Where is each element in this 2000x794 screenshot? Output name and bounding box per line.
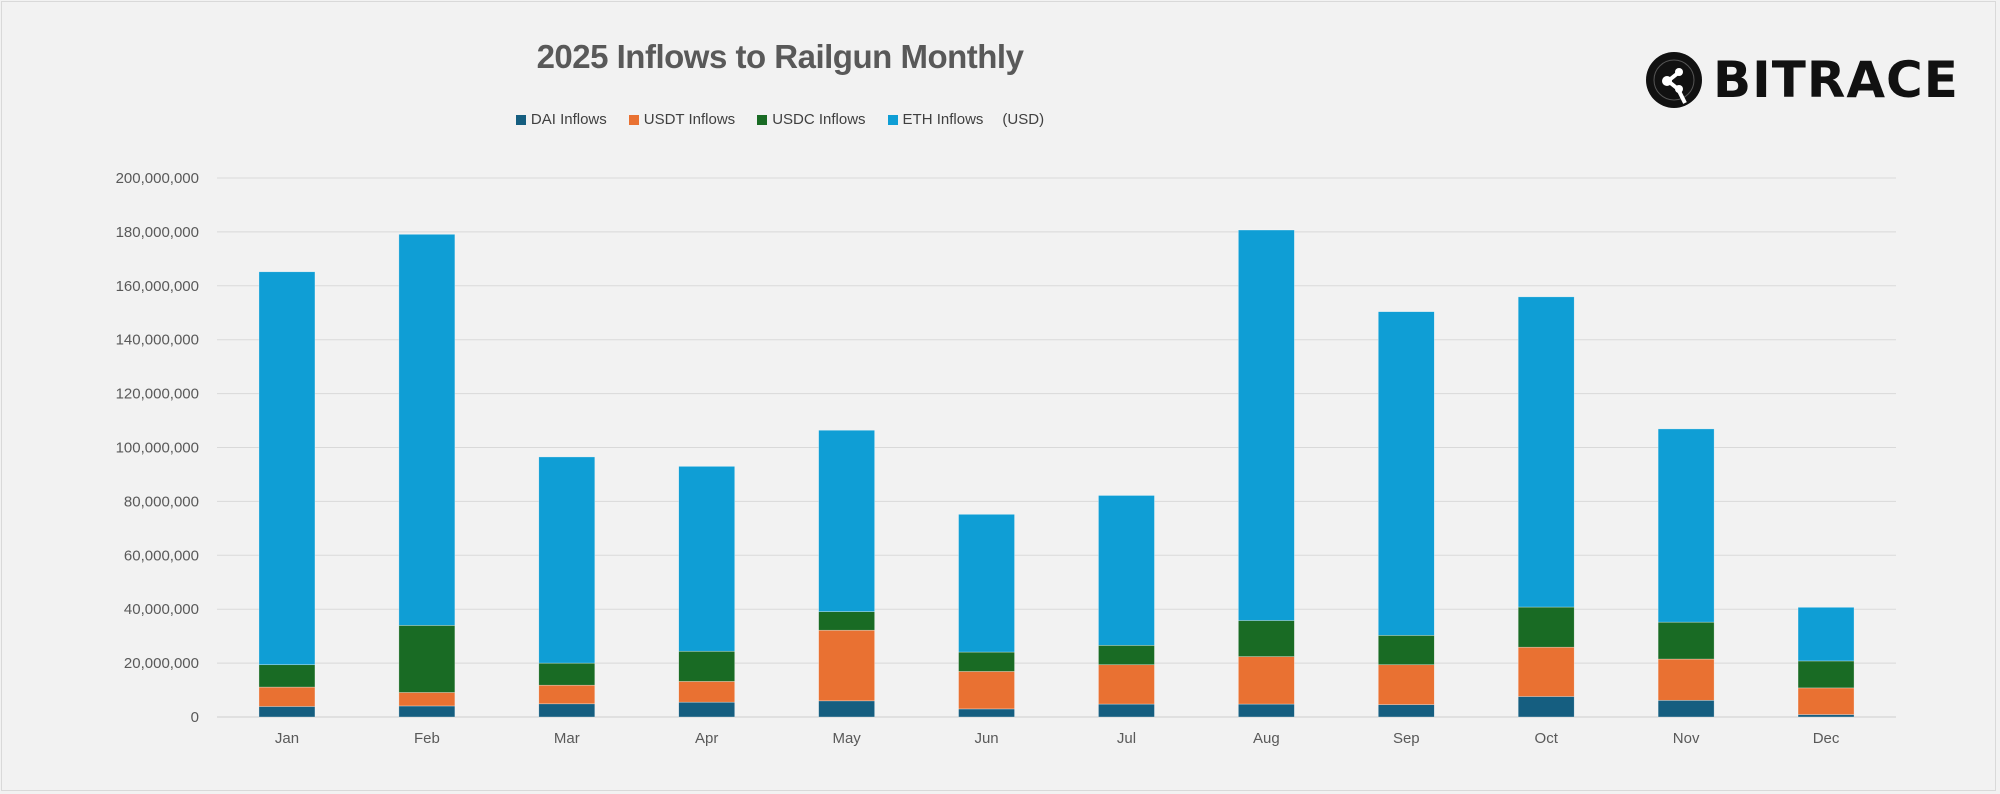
bar-usdc-oct xyxy=(1517,606,1575,648)
bar-usdc-mar xyxy=(538,662,596,686)
y-tick-label: 200,000,000 xyxy=(116,170,199,187)
bar-eth-jun xyxy=(958,514,1015,653)
bar-usdc-jul xyxy=(1098,645,1155,666)
y-tick-label: 140,000,000 xyxy=(116,332,199,349)
bar-usdt-jan xyxy=(258,686,316,707)
bar-usdc-sep xyxy=(1377,635,1435,666)
bar-usdc-feb xyxy=(398,625,456,693)
bar-eth-nov xyxy=(1657,428,1715,623)
y-tick-label: 180,000,000 xyxy=(116,224,199,241)
bar-eth-sep xyxy=(1377,311,1435,636)
legend-swatch-eth xyxy=(887,114,898,125)
bar-usdt-jul xyxy=(1098,664,1155,705)
x-tick-label: Mar xyxy=(554,730,580,747)
bar-dai-oct xyxy=(1517,696,1575,718)
bar-eth-jul xyxy=(1098,495,1155,646)
x-tick-label: Dec xyxy=(1813,730,1840,747)
legend-swatch-usdt xyxy=(628,114,639,125)
bar-usdc-dec xyxy=(1797,660,1855,689)
y-axis-ticks: 0 20,000,000 40,000,000 60,000,000 80,000,00… xyxy=(116,170,199,726)
legend-item-eth: ETH Inflows (USD) xyxy=(887,111,1045,128)
bar-dai-apr xyxy=(678,701,736,718)
y-tick-label: 120,000,000 xyxy=(116,386,199,403)
bar-usdt-oct xyxy=(1517,646,1575,697)
y-tick-label: 160,000,000 xyxy=(116,278,199,295)
bar-dai-feb xyxy=(398,705,456,718)
bar-eth-mar xyxy=(538,456,596,664)
bar-dai-dec xyxy=(1797,714,1855,718)
bar-dai-may xyxy=(818,700,875,718)
bar-eth-feb xyxy=(398,234,456,626)
y-tick-label: 40,000,000 xyxy=(124,601,199,618)
legend-swatch-usdc xyxy=(757,114,768,125)
x-tick-label: Apr xyxy=(695,730,718,747)
bar-usdc-nov xyxy=(1657,621,1715,660)
y-tick-label: 20,000,000 xyxy=(124,655,199,672)
bar-dai-jul xyxy=(1098,703,1155,718)
legend-item-dai: DAI Inflows xyxy=(515,111,607,128)
legend-swatch-dai xyxy=(515,114,526,125)
bar-usdt-mar xyxy=(538,684,596,705)
bar-dai-aug xyxy=(1238,703,1295,718)
bar-dai-sep xyxy=(1377,704,1435,718)
bar-usdt-feb xyxy=(398,692,456,707)
bitrace-logo: BITRACE xyxy=(1645,51,1959,109)
x-tick-label: Oct xyxy=(1535,730,1559,747)
chart-title: 2025 Inflows to Railgun Monthly xyxy=(536,38,1024,75)
x-tick-label: May xyxy=(832,730,861,747)
bar-dai-nov xyxy=(1657,699,1715,718)
bar-usdt-jun xyxy=(958,671,1015,710)
bar-usdt-aug xyxy=(1238,656,1295,705)
bar-eth-apr xyxy=(678,466,736,652)
legend-item-usdt: USDT Inflows xyxy=(628,111,736,128)
gridlines xyxy=(217,177,1896,718)
y-tick-label: 80,000,000 xyxy=(124,493,199,510)
x-tick-label: Jul xyxy=(1117,730,1136,747)
bar-eth-aug xyxy=(1238,229,1295,621)
y-tick-label: 60,000,000 xyxy=(124,547,199,564)
bar-usdt-may xyxy=(818,629,875,702)
bar-eth-dec xyxy=(1797,607,1855,662)
legend-item-usdc: USDC Inflows xyxy=(757,111,866,128)
bar-eth-jan xyxy=(258,271,316,666)
bitrace-logo-icon xyxy=(1646,52,1702,108)
x-tick-label: Aug xyxy=(1253,730,1280,747)
bitrace-logo-text: BITRACE xyxy=(1713,51,1959,109)
bar-usdc-jun xyxy=(958,651,1015,672)
bar-eth-may xyxy=(818,429,875,612)
legend-label-usdt: USDT Inflows xyxy=(643,111,736,128)
bar-dai-jun xyxy=(958,708,1015,718)
bar-eth-oct xyxy=(1517,296,1575,608)
bar-usdt-nov xyxy=(1657,658,1715,701)
bar-usdc-apr xyxy=(678,650,736,682)
bar-usdc-jan xyxy=(258,664,316,688)
bar-dai-mar xyxy=(538,703,596,718)
x-tick-label: Sep xyxy=(1393,730,1420,747)
bar-usdt-sep xyxy=(1377,664,1435,705)
y-tick-label: 100,000,000 xyxy=(116,440,199,457)
x-axis-ticks: Jan Feb Mar Apr May Jun Jul Aug Sep Oct Nov Dec xyxy=(275,730,1840,747)
bar-usdc-aug xyxy=(1238,620,1295,657)
bar-usdt-dec xyxy=(1797,687,1855,715)
legend-label-eth: ETH Inflows xyxy=(902,111,984,128)
bar-dai-jan xyxy=(258,706,316,718)
x-tick-label: Jan xyxy=(275,730,299,747)
x-tick-label: Nov xyxy=(1673,730,1700,747)
y-tick-label: 0 xyxy=(191,709,199,726)
legend-label-dai: DAI Inflows xyxy=(530,111,607,128)
x-tick-label: Jun xyxy=(974,730,998,747)
bars xyxy=(258,229,1855,718)
legend: DAI Inflows USDT Inflows USDC Inflows ET… xyxy=(0,111,1560,128)
legend-unit-note: (USD) xyxy=(1002,111,1045,128)
bar-usdt-apr xyxy=(678,681,736,703)
legend-label-usdc: USDC Inflows xyxy=(772,111,866,128)
x-tick-label: Feb xyxy=(414,730,440,747)
bar-usdc-may xyxy=(818,611,875,631)
